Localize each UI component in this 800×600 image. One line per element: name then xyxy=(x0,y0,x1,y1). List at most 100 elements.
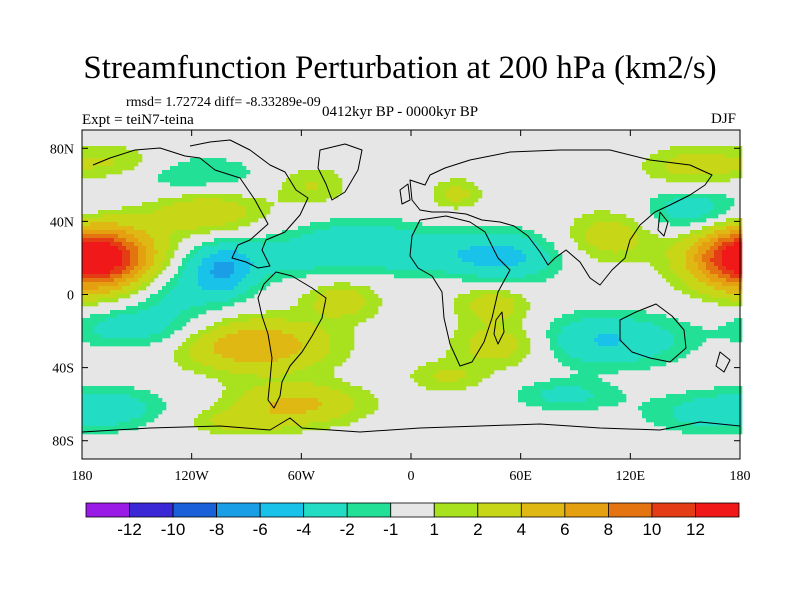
contour-cell xyxy=(226,398,231,403)
contour-cell xyxy=(234,218,239,223)
contour-cell xyxy=(294,258,299,263)
contour-cell xyxy=(134,226,139,231)
contour-cell xyxy=(318,262,323,267)
contour-cell xyxy=(110,266,115,271)
contour-cell xyxy=(454,262,459,267)
contour-cell xyxy=(414,254,419,259)
contour-cell xyxy=(594,342,599,347)
contour-cell xyxy=(182,266,187,271)
contour-cell xyxy=(306,226,311,231)
contour-cell xyxy=(470,366,475,371)
contour-cell xyxy=(386,238,391,243)
contour-cell xyxy=(250,286,255,291)
contour-cell xyxy=(290,346,295,351)
contour-cell xyxy=(106,210,111,215)
contour-cell xyxy=(598,238,603,243)
contour-cell xyxy=(286,366,291,371)
contour-cell xyxy=(594,246,599,251)
contour-cell xyxy=(182,290,187,295)
contour-cell xyxy=(582,350,587,355)
contour-cell xyxy=(430,238,435,243)
contour-cell xyxy=(366,258,371,263)
contour-cell xyxy=(206,222,211,227)
contour-cell xyxy=(310,234,315,239)
contour-cell xyxy=(142,394,147,399)
contour-cell xyxy=(98,222,103,227)
contour-cell xyxy=(298,314,303,319)
contour-cell xyxy=(242,222,247,227)
contour-cell xyxy=(226,386,231,391)
contour-cell xyxy=(182,306,187,311)
contour-cell xyxy=(310,290,315,295)
contour-cell xyxy=(458,262,463,267)
contour-cell xyxy=(574,238,579,243)
contour-cell xyxy=(110,330,115,335)
contour-cell xyxy=(582,234,587,239)
contour-cell xyxy=(446,250,451,255)
contour-cell xyxy=(310,170,315,175)
contour-cell xyxy=(350,254,355,259)
contour-cell xyxy=(190,214,195,219)
contour-cell xyxy=(266,326,271,331)
contour-cell xyxy=(562,362,567,367)
contour-cell xyxy=(598,258,603,263)
contour-cell xyxy=(342,218,347,223)
contour-cell xyxy=(138,158,143,163)
contour-cell xyxy=(242,418,247,423)
contour-cell xyxy=(130,238,135,243)
contour-cell xyxy=(86,242,91,247)
contour-cell xyxy=(598,218,603,223)
contour-cell xyxy=(294,382,299,387)
contour-cell xyxy=(106,154,111,159)
contour-cell xyxy=(578,310,583,315)
contour-cell xyxy=(506,310,511,315)
contour-cell xyxy=(106,242,111,247)
contour-cell xyxy=(402,258,407,263)
contour-cell xyxy=(338,254,343,259)
contour-cell xyxy=(534,238,539,243)
contour-cell xyxy=(454,382,459,387)
contour-cell xyxy=(274,258,279,263)
contour-cell xyxy=(546,274,551,279)
contour-cell xyxy=(134,266,139,271)
contour-cell xyxy=(166,330,171,335)
contour-cell xyxy=(354,222,359,227)
contour-cell xyxy=(338,354,343,359)
contour-cell xyxy=(186,210,191,215)
contour-cell xyxy=(330,186,335,191)
contour-cell xyxy=(226,206,231,211)
contour-cell xyxy=(198,214,203,219)
contour-cell xyxy=(314,334,319,339)
contour-cell xyxy=(162,202,167,207)
contour-cell xyxy=(438,362,443,367)
contour-cell xyxy=(118,406,123,411)
contour-cell xyxy=(230,362,235,367)
contour-cell xyxy=(178,230,183,235)
contour-cell xyxy=(470,290,475,295)
contour-cell xyxy=(190,202,195,207)
contour-cell xyxy=(286,406,291,411)
contour-cell xyxy=(326,234,331,239)
contour-cell xyxy=(210,242,215,247)
contour-cell xyxy=(490,306,495,311)
contour-cell xyxy=(274,262,279,267)
contour-cell xyxy=(218,258,223,263)
contour-cell xyxy=(94,402,99,407)
contour-cell xyxy=(118,422,123,427)
contour-cell xyxy=(110,334,115,339)
contour-cell xyxy=(310,294,315,299)
contour-cell xyxy=(210,178,215,183)
contour-cell xyxy=(222,274,227,279)
contour-cell xyxy=(322,402,327,407)
contour-cell xyxy=(426,274,431,279)
contour-cell xyxy=(590,342,595,347)
contour-cell xyxy=(546,258,551,263)
contour-cell xyxy=(250,218,255,223)
contour-cell xyxy=(358,318,363,323)
contour-cell xyxy=(486,298,491,303)
contour-cell xyxy=(214,366,219,371)
contour-cell xyxy=(490,298,495,303)
contour-cell xyxy=(506,254,511,259)
contour-cell xyxy=(294,186,299,191)
contour-cell xyxy=(214,178,219,183)
